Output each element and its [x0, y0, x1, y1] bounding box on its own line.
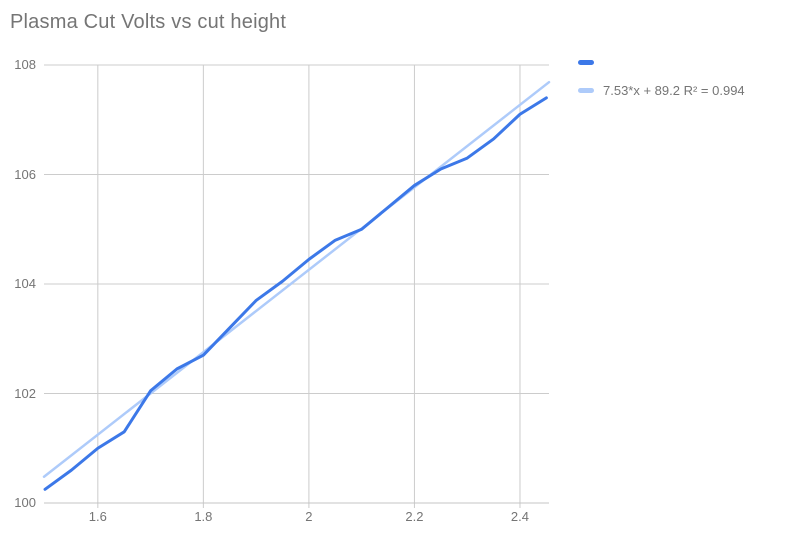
x-tick-label: 2: [305, 509, 313, 524]
trendline-swatch: [578, 87, 594, 93]
y-tick-label: 108: [14, 57, 36, 72]
chart-title: Plasma Cut Volts vs cut height: [10, 11, 287, 33]
x-tick-label: 1.6: [88, 509, 107, 524]
legend-item-trendline: 7.53*x + 89.2 R² = 0.994: [578, 82, 745, 98]
legend-item-series: [578, 55, 745, 69]
legend: 7.53*x + 89.2 R² = 0.994: [578, 55, 745, 98]
y-tick-label: 100: [14, 495, 36, 510]
series-line: [43, 96, 548, 491]
x-tick-label: 1.8: [194, 509, 213, 524]
y-tick-label: 102: [14, 385, 36, 401]
x-tick-label: 2.2: [405, 509, 424, 524]
trendline-equation-label: 7.53*x + 89.2 R² = 0.994: [603, 82, 745, 98]
series-swatch: [578, 59, 594, 65]
y-tick-label: 104: [14, 276, 36, 291]
y-tick-label: 106: [14, 166, 36, 182]
trendline: [42, 80, 551, 478]
x-tick-label: 2.4: [510, 509, 529, 524]
